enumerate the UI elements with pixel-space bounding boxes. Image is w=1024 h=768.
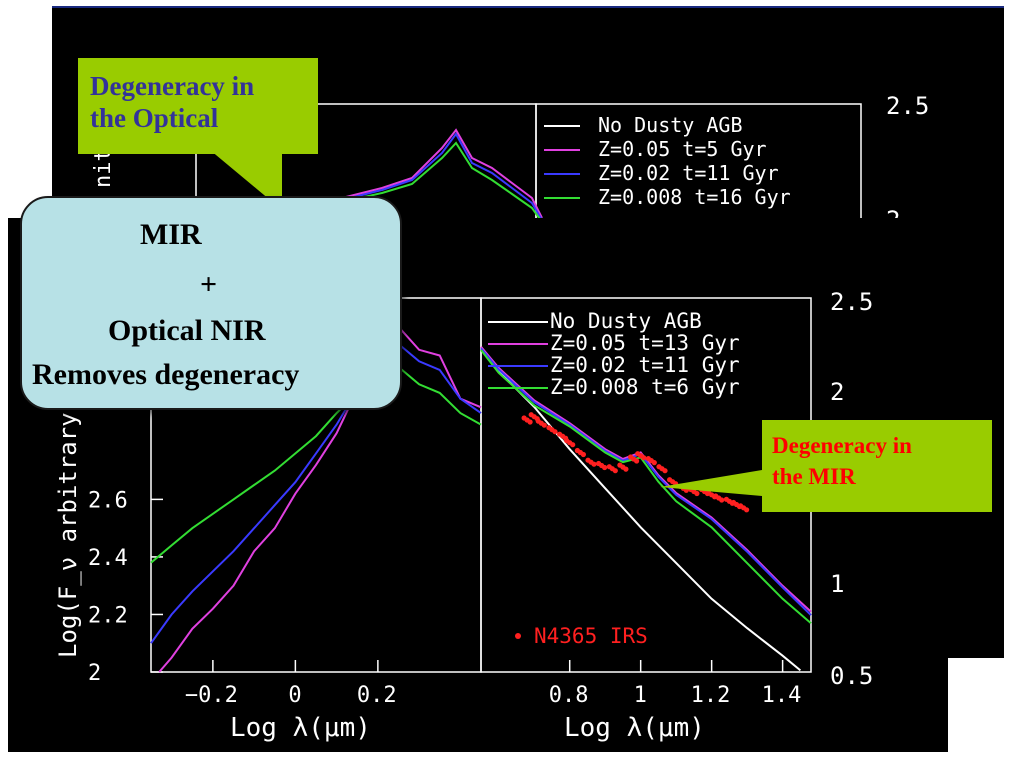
front-right-tick-4: 0.5: [830, 662, 873, 690]
front-right-series-1: [480, 346, 812, 613]
front-left-yticks: 2 2.2 2.4 2.6: [88, 488, 163, 686]
left-ytick-label: 2.6: [88, 488, 128, 513]
front-right-tick-2: 2: [830, 378, 844, 406]
left-xtick-label: 0.2: [357, 683, 397, 708]
front-legend-item-1: No Dusty AGB: [550, 309, 702, 333]
data-point: [694, 490, 700, 497]
data-point: [662, 468, 668, 474]
front-plot: Log(F_ν arbitrary 2 2.2 2.4 2.6 −0.2 0 0.2 Lo…: [54, 288, 873, 743]
mir-degeneracy-callout: Degeneracy in the MIR: [762, 420, 992, 512]
back-right-tick-1: 2.5: [886, 92, 929, 120]
mir-callout-line2: the MIR: [772, 464, 856, 489]
front-left-xlabel: Log λ(μm): [230, 713, 371, 743]
left-xtick-label: −0.2: [185, 683, 238, 708]
data-point: [570, 442, 576, 448]
main-callout-line4: Removes degeneracy: [32, 358, 300, 391]
data-point: [641, 455, 647, 461]
data-point: [541, 422, 547, 428]
right-xtick-label: 1.2: [691, 683, 731, 708]
data-point: [552, 429, 558, 435]
back-legend-item-4: Z=0.008 t=16 Gyr: [598, 185, 791, 209]
left-ytick-label: 2.2: [88, 603, 128, 628]
front-legend-item-4: Z=0.008 t=6 Gyr: [550, 375, 740, 399]
back-legend: No Dusty AGB Z=0.05 t=5 Gyr Z=0.02 t=11 …: [544, 113, 791, 209]
back-series-blue: [341, 132, 543, 221]
data-point: [580, 451, 587, 458]
right-xtick-label: 1: [634, 683, 647, 708]
data-point: [651, 460, 657, 466]
data-point: [634, 458, 640, 464]
data-label-marker: [515, 633, 521, 639]
data-point: [719, 497, 725, 503]
optical-degeneracy-callout: Degeneracy in the Optical: [78, 58, 318, 154]
back-legend-item-3: Z=0.02 t=11 Gyr: [598, 161, 779, 185]
front-right-tick-1: 2.5: [830, 288, 873, 316]
front-left-ylabel: Log(F_ν arbitrary: [54, 412, 82, 658]
back-series-green: [341, 141, 543, 223]
optical-callout-line1: Degeneracy in: [90, 71, 255, 101]
front-left-series-blue: [150, 342, 482, 644]
main-callout-line3: Optical NIR: [108, 314, 266, 347]
left-ytick-label: 2.4: [88, 546, 128, 571]
data-point: [527, 419, 533, 425]
front-right-points: [521, 412, 750, 513]
front-legend-item-2: Z=0.05 t=13 Gyr: [550, 331, 740, 355]
data-point: [591, 461, 597, 467]
mir-callout-pointer: [660, 470, 762, 496]
mir-callout-line1: Degeneracy in: [772, 433, 912, 458]
front-right-xlabel: Log λ(μm): [564, 713, 705, 743]
data-point: [602, 464, 608, 471]
left-xtick-label: 0: [288, 683, 301, 708]
front-left-series: [150, 325, 482, 673]
front-left-series-green: [150, 365, 482, 564]
front-right-tick-3: 1: [830, 570, 844, 598]
front-legend: No Dusty AGB Z=0.05 t=13 Gyr Z=0.02 t=11…: [488, 309, 740, 399]
back-ylabel-fragment: nit: [91, 148, 116, 188]
main-callout-line1: MIR: [140, 218, 202, 251]
left-ytick-label: 2: [88, 661, 101, 686]
front-left-series-magenta: [158, 325, 482, 673]
data-point: [744, 507, 750, 513]
back-legend-item-1: No Dusty AGB: [598, 113, 743, 137]
right-xtick-label: 0.8: [549, 683, 589, 708]
data-point: [612, 468, 618, 474]
front-legend-item-3: Z=0.02 t=11 Gyr: [550, 353, 740, 377]
main-callout-line2: +: [200, 268, 218, 301]
right-xtick-label: 1.4: [762, 683, 802, 708]
optical-callout-pointer: [210, 150, 282, 210]
removes-degeneracy-callout: MIR + Optical NIR Removes degeneracy: [20, 196, 402, 410]
optical-callout-line2: the Optical: [90, 103, 219, 133]
front-left-xticks: −0.2 0 0.2: [185, 660, 397, 708]
data-label: N4365 IRS: [534, 624, 648, 648]
back-legend-item-2: Z=0.05 t=5 Gyr: [598, 137, 767, 161]
back-series-magenta: [341, 128, 543, 219]
front-right-xticks: 0.8 1 1.2 1.4: [549, 660, 802, 708]
data-point: [623, 466, 629, 472]
